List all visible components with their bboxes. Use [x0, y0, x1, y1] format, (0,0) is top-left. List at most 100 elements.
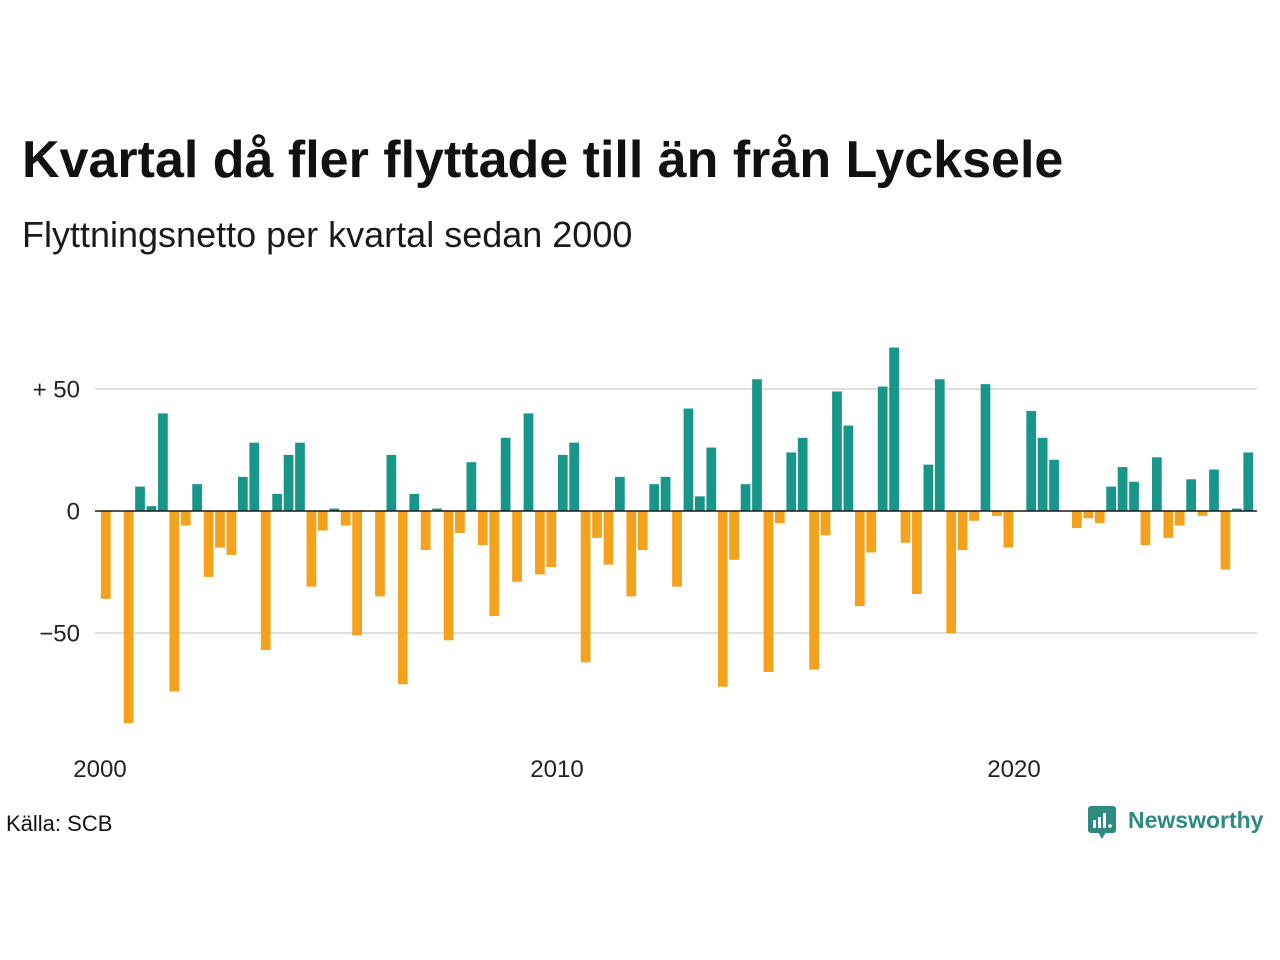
bar-2010-10-01 — [592, 511, 602, 538]
bar-2009-07-01 — [535, 511, 545, 575]
bar-2010-01-01 — [557, 454, 568, 511]
bar-2006-01-01 — [375, 511, 385, 597]
bar-2008-01-01 — [466, 462, 477, 511]
gridlines — [95, 388, 1257, 634]
bar-2003-01-01 — [238, 476, 248, 511]
bar-2008-10-01 — [500, 437, 511, 511]
bar-2016-07-01 — [854, 511, 865, 607]
bar-2018-07-01 — [946, 511, 957, 633]
bar-2003-04-01 — [249, 442, 260, 511]
bar-2009-04-01 — [523, 413, 534, 511]
bar-chart: + 50 0 −50 2000 2010 2020 — [33, 347, 1257, 783]
bar-2013-01-01 — [695, 496, 705, 511]
bar-2025-01-01 — [1243, 452, 1254, 511]
bar-2023-01-01 — [1152, 457, 1162, 511]
x-axis-labels: 2000 2010 2020 — [73, 756, 1040, 783]
bar-2018-01-01 — [923, 464, 934, 511]
bar-2015-04-01 — [797, 437, 808, 511]
bar-2008-04-01 — [477, 511, 488, 546]
bar-2023-10-01 — [1186, 479, 1197, 511]
bar-2019-01-01 — [969, 511, 979, 521]
bar-2014-07-01 — [763, 511, 774, 673]
y-tick-label: + 50 — [33, 377, 80, 404]
logo-bar-medium — [1098, 817, 1101, 828]
bars — [100, 347, 1254, 724]
bar-2020-07-01 — [1037, 437, 1048, 511]
chart-subtitle: Flyttningsnetto per kvartal sedan 2000 — [22, 214, 633, 255]
bar-2024-04-01 — [1209, 469, 1219, 511]
bar-2017-10-01 — [912, 511, 922, 594]
bar-2014-10-01 — [774, 511, 785, 524]
bar-2014-01-01 — [740, 484, 751, 511]
bar-2011-04-01 — [615, 476, 625, 511]
bar-2007-01-01 — [420, 511, 431, 551]
logo-bar-tall — [1103, 813, 1106, 828]
x-tick-label: 2010 — [530, 756, 583, 783]
bar-2000-01-01 — [100, 511, 111, 599]
bar-2019-04-01 — [980, 384, 991, 511]
x-tick-label: 2000 — [73, 756, 126, 783]
newsworthy-logo-icon — [1088, 806, 1116, 839]
bar-2007-07-01 — [443, 511, 454, 641]
bar-2016-10-01 — [866, 511, 877, 553]
y-axis-labels: + 50 0 −50 — [33, 377, 80, 648]
bar-2016-04-01 — [843, 425, 854, 511]
newsworthy-logo-text: Newsworthy — [1128, 807, 1264, 833]
bar-2006-10-01 — [409, 493, 420, 511]
bar-2020-04-01 — [1026, 410, 1037, 511]
bar-2012-04-01 — [660, 476, 671, 511]
chart-title: Kvartal då fler flyttade till än från Ly… — [22, 131, 1064, 189]
bar-2021-07-01 — [1083, 511, 1094, 519]
bar-2004-10-01 — [317, 511, 328, 531]
bar-2002-01-01 — [192, 484, 203, 511]
bar-2005-07-01 — [352, 511, 362, 636]
bar-2015-07-01 — [809, 511, 819, 670]
bar-2005-01-01 — [329, 508, 340, 511]
logo-bubble-shape — [1088, 806, 1116, 839]
bar-2001-07-01 — [169, 511, 180, 692]
bar-2010-04-01 — [569, 442, 580, 511]
bar-2022-07-01 — [1129, 481, 1139, 511]
bar-2020-10-01 — [1049, 459, 1059, 511]
bar-2018-10-01 — [957, 511, 968, 551]
bar-2024-01-01 — [1197, 511, 1208, 516]
bar-2019-10-01 — [1003, 511, 1014, 548]
bar-2004-07-01 — [306, 511, 317, 587]
bar-2017-01-01 — [877, 386, 888, 511]
bar-2007-04-01 — [432, 508, 442, 511]
bar-2006-04-01 — [386, 454, 397, 511]
bar-2008-07-01 — [489, 511, 500, 616]
y-tick-label: 0 — [67, 499, 80, 526]
bar-2021-04-01 — [1072, 511, 1082, 529]
bar-2002-10-01 — [226, 511, 237, 555]
bar-2017-04-01 — [889, 347, 899, 511]
bar-2005-04-01 — [340, 511, 351, 526]
bar-2003-07-01 — [260, 511, 271, 651]
bar-2015-01-01 — [786, 452, 797, 511]
y-tick-label: −50 — [39, 621, 80, 648]
bar-2010-07-01 — [580, 511, 591, 663]
newsworthy-logo: Newsworthy — [1086, 803, 1276, 843]
logo-bar-small — [1093, 820, 1096, 828]
bar-2004-01-01 — [283, 454, 294, 511]
bar-2022-10-01 — [1140, 511, 1151, 546]
bar-2002-04-01 — [203, 511, 214, 577]
bar-2001-01-01 — [146, 506, 157, 511]
bar-2012-10-01 — [683, 408, 694, 511]
bar-2015-10-01 — [820, 511, 831, 536]
bar-2003-10-01 — [272, 493, 282, 511]
logo-dot — [1108, 824, 1112, 828]
x-tick-label: 2020 — [987, 756, 1040, 783]
bar-2022-01-01 — [1106, 486, 1117, 511]
bar-2009-01-01 — [512, 511, 522, 582]
bar-2001-10-01 — [180, 511, 191, 526]
bar-2011-01-01 — [603, 511, 614, 565]
bar-2024-07-01 — [1220, 511, 1231, 570]
bar-2023-07-01 — [1174, 511, 1185, 526]
bar-2004-04-01 — [295, 442, 305, 511]
bar-2013-04-01 — [706, 447, 717, 511]
bar-2017-07-01 — [900, 511, 911, 543]
source-note: Källa: SCB — [6, 811, 113, 836]
bar-2009-10-01 — [546, 511, 557, 568]
